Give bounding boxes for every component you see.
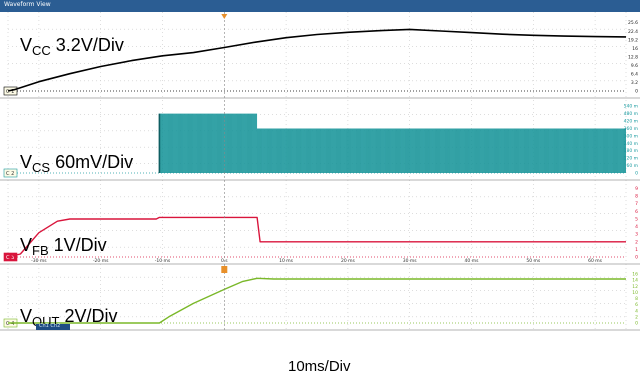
y-tick-label: 1: [635, 247, 638, 253]
y-tick-label: 540 m: [624, 104, 638, 110]
x-tick-label: 50 ms: [526, 258, 541, 264]
x-tick-label: 20 ms: [341, 258, 356, 264]
channel-id-text: C 4: [6, 321, 14, 327]
x-tick-label: 0 s: [221, 258, 228, 264]
y-tick-label: 14: [632, 278, 638, 284]
y-tick-label: 6: [635, 302, 638, 308]
y-tick-label: 10: [632, 290, 638, 296]
y-tick-label: 9.6: [631, 63, 638, 69]
y-tick-label: 240 m: [624, 141, 638, 147]
x-tick-label: -10 ms: [155, 258, 171, 264]
y-tick-label: 9: [635, 186, 638, 192]
x-tick-label: 40 ms: [465, 258, 480, 264]
y-tick-label: 3.2: [631, 80, 638, 86]
x-tick-label: -20 ms: [93, 258, 109, 264]
x-tick-label: -30 ms: [31, 258, 47, 264]
y-tick-label: 16: [632, 46, 638, 52]
y-tick-label: 4: [635, 308, 638, 314]
trace-fb: [7, 216, 626, 258]
vcs-switching-pulses: [159, 113, 626, 173]
y-tick-label: 3: [635, 232, 638, 238]
channel-id-text: C 2: [6, 171, 14, 177]
y-tick-label: 7: [635, 201, 638, 207]
time-per-division-label: 10ms/Div: [288, 358, 351, 375]
trigger-position-marker: [221, 14, 228, 19]
channel-tag-2: [3, 168, 18, 178]
y-tick-label: 5: [635, 216, 638, 222]
vfb-scale-label: VFB 1V/Div: [20, 235, 107, 258]
x-tick-label: 30 ms: [403, 258, 418, 264]
y-tick-label: 420 m: [624, 119, 638, 125]
y-tick-label: 0: [635, 89, 638, 95]
y-tick-label: 19.2: [628, 37, 638, 43]
channel-badge[interactable]: Ch1 Ch2: [36, 323, 70, 330]
trace-cc: [7, 28, 627, 92]
y-tick-label: 480 m: [624, 111, 638, 117]
x-tick-label: 10 ms: [279, 258, 294, 264]
vcc-scale-label: VCC 3.2V/Div: [20, 35, 124, 58]
y-tick-label: 4: [635, 224, 638, 230]
window-title: Waveform View: [4, 1, 51, 8]
y-tick-label: 12: [632, 284, 638, 290]
channel-id-text: C 1: [6, 89, 14, 95]
y-tick-label: 22.4: [628, 29, 638, 35]
y-tick-label: 0: [635, 321, 638, 327]
y-tick-label: 8: [635, 194, 638, 200]
y-tick-label: 60 m: [626, 163, 638, 169]
y-tick-label: 6.4: [631, 71, 638, 77]
trigger-t-marker: [221, 266, 228, 273]
y-tick-label: 16: [632, 272, 638, 278]
y-tick-label: 360 m: [624, 126, 638, 132]
y-tick-label: 2: [635, 239, 638, 245]
y-tick-label: 12.8: [628, 54, 638, 60]
y-tick-label: 300 m: [624, 133, 638, 139]
y-tick-label: 0: [635, 255, 638, 261]
x-tick-label: 60 ms: [588, 258, 603, 264]
y-tick-label: 120 m: [624, 156, 638, 162]
y-tick-label: 0: [635, 171, 638, 177]
title-bar: Waveform View: [0, 0, 640, 12]
channel-id-text: C 3: [6, 255, 14, 261]
vcs-scale-label: VCS 60mV/Div: [20, 152, 134, 175]
y-tick-label: 180 m: [624, 148, 638, 154]
y-tick-label: 8: [635, 296, 638, 302]
y-tick-label: 6: [635, 209, 638, 215]
y-tick-label: 25.6: [628, 20, 638, 26]
y-tick-label: 2: [635, 314, 638, 320]
